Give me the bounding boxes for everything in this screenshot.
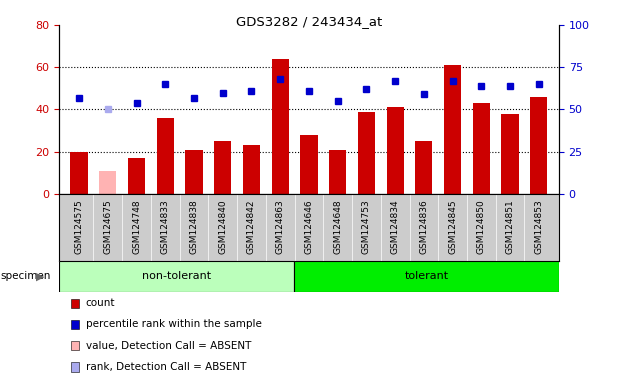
Bar bbox=[59, 261, 294, 292]
Text: GSM124840: GSM124840 bbox=[218, 199, 227, 254]
Text: GSM124842: GSM124842 bbox=[247, 199, 256, 254]
Text: ▶: ▶ bbox=[36, 271, 45, 281]
Text: rank, Detection Call = ABSENT: rank, Detection Call = ABSENT bbox=[86, 362, 246, 372]
Text: non-tolerant: non-tolerant bbox=[142, 271, 211, 281]
Bar bbox=[415, 141, 432, 194]
Bar bbox=[271, 59, 289, 194]
Text: specimen: specimen bbox=[1, 271, 51, 281]
Text: GSM124753: GSM124753 bbox=[362, 199, 371, 254]
Bar bbox=[294, 261, 559, 292]
Text: GSM124834: GSM124834 bbox=[391, 199, 400, 254]
Bar bbox=[501, 114, 519, 194]
Text: GSM124646: GSM124646 bbox=[304, 199, 314, 254]
Bar bbox=[444, 65, 461, 194]
Bar bbox=[358, 112, 375, 194]
Bar bbox=[243, 146, 260, 194]
Bar bbox=[473, 103, 490, 194]
Bar bbox=[386, 107, 404, 194]
Text: GSM124575: GSM124575 bbox=[75, 199, 84, 254]
Bar bbox=[214, 141, 232, 194]
Text: GSM124836: GSM124836 bbox=[419, 199, 428, 254]
Bar bbox=[329, 150, 347, 194]
Text: GSM124853: GSM124853 bbox=[534, 199, 543, 254]
Text: GSM124851: GSM124851 bbox=[505, 199, 515, 254]
Text: GSM124748: GSM124748 bbox=[132, 199, 141, 254]
Bar bbox=[71, 152, 88, 194]
Text: count: count bbox=[86, 298, 116, 308]
Bar bbox=[128, 158, 145, 194]
Text: GSM124838: GSM124838 bbox=[189, 199, 199, 254]
Text: value, Detection Call = ABSENT: value, Detection Call = ABSENT bbox=[86, 341, 251, 351]
Text: tolerant: tolerant bbox=[404, 271, 448, 281]
Text: percentile rank within the sample: percentile rank within the sample bbox=[86, 319, 261, 329]
Bar bbox=[186, 150, 202, 194]
Bar bbox=[530, 97, 547, 194]
Text: GSM124648: GSM124648 bbox=[333, 199, 342, 254]
Text: GSM124675: GSM124675 bbox=[103, 199, 112, 254]
Text: GSM124845: GSM124845 bbox=[448, 199, 457, 254]
Text: GDS3282 / 243434_at: GDS3282 / 243434_at bbox=[236, 15, 382, 28]
Text: GSM124863: GSM124863 bbox=[276, 199, 284, 254]
Bar bbox=[301, 135, 317, 194]
Bar bbox=[99, 171, 117, 194]
Text: GSM124833: GSM124833 bbox=[161, 199, 170, 254]
Bar bbox=[156, 118, 174, 194]
Text: GSM124850: GSM124850 bbox=[477, 199, 486, 254]
